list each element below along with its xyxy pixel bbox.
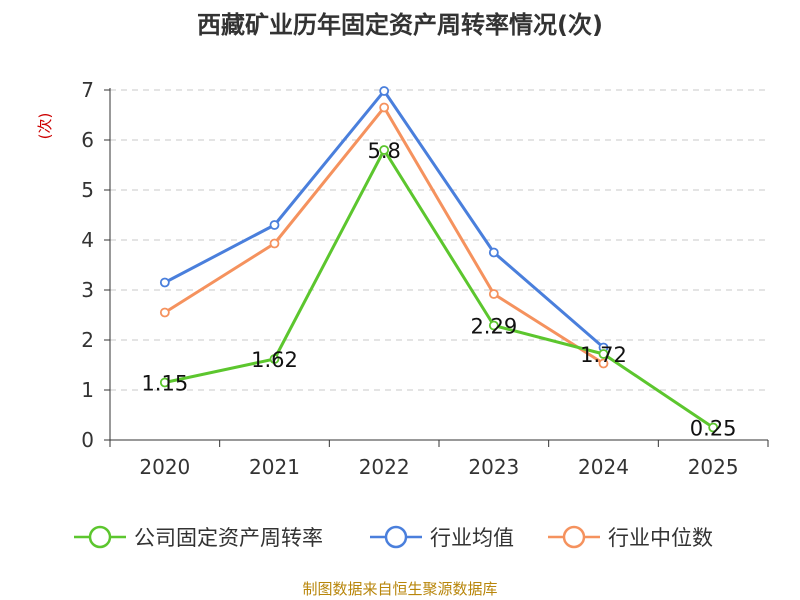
- data-label: 1.62: [251, 348, 298, 372]
- data-label: 1.15: [141, 372, 188, 396]
- data-point: [488, 289, 499, 299]
- chart-title: 西藏矿业历年固定资产周转率情况(次): [197, 11, 603, 39]
- x-tick-label: 2020: [139, 455, 190, 479]
- y-tick-label: 6: [81, 128, 94, 152]
- series-line-1: [164, 89, 605, 349]
- series-lines: [159, 86, 719, 433]
- axes: 0 1 2 3 4 5 6 7 2020 2021 2022 2023 2024 2025: [81, 78, 769, 479]
- data-point: [379, 86, 390, 96]
- legend-label: 行业中位数: [608, 526, 713, 550]
- legend-label: 公司固定资产周转率: [134, 526, 323, 550]
- data-point: [598, 358, 609, 369]
- data-point: [269, 238, 280, 249]
- data-label: 0.25: [690, 417, 737, 441]
- data-label: 5.8: [367, 139, 400, 163]
- legend-item: 行业均值: [370, 525, 514, 550]
- x-tick-label: 2025: [688, 455, 739, 479]
- data-point: [598, 349, 609, 359]
- data-point: [159, 277, 170, 288]
- legend-label: 行业均值: [430, 526, 514, 550]
- y-tick-label: 0: [81, 428, 94, 452]
- data-point: [488, 247, 499, 258]
- data-point: [269, 354, 280, 364]
- y-tick-label: 2: [81, 328, 94, 352]
- legend-marker: [384, 525, 408, 549]
- legend-marker: [88, 525, 112, 549]
- legend-item: 公司固定资产周转率: [74, 525, 323, 550]
- data-point: [159, 377, 170, 388]
- legend-marker: [562, 525, 586, 549]
- legend-item: 行业中位数: [548, 525, 713, 550]
- data-point: [708, 422, 719, 433]
- x-tick-label: 2021: [249, 455, 300, 479]
- x-tick-label: 2023: [468, 455, 519, 479]
- series-line-0: [164, 148, 715, 429]
- y-tick-label: 5: [81, 178, 94, 202]
- data-labels: 1.15 1.62 5.8 2.29 1.72 0.25: [141, 139, 736, 441]
- source-note: 制图数据来自恒生聚源数据库: [302, 580, 497, 598]
- data-label: 1.72: [580, 343, 627, 367]
- data-point: [269, 220, 280, 230]
- data-point: [159, 307, 170, 318]
- y-tick-label: 7: [81, 78, 94, 102]
- y-tick-label: 3: [81, 278, 94, 302]
- x-tick-label: 2022: [359, 455, 410, 479]
- legend: 公司固定资产周转率 行业均值 行业中位数: [74, 525, 713, 550]
- data-point: [379, 102, 390, 113]
- data-point: [379, 145, 390, 155]
- data-label: 2.29: [470, 315, 517, 339]
- data-point: [488, 320, 499, 331]
- y-tick-label: 4: [81, 228, 94, 252]
- y-axis-label: (次): [36, 113, 54, 140]
- x-tick-label: 2024: [578, 455, 629, 479]
- y-tick-label: 1: [81, 378, 94, 402]
